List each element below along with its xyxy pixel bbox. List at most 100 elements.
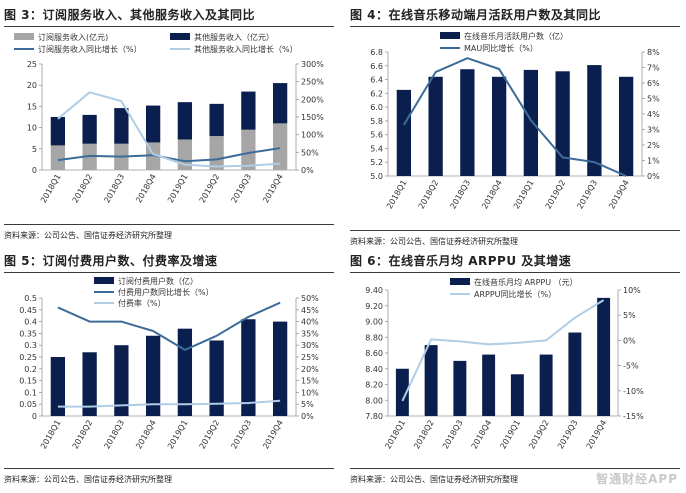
source-note: 资料来源：公司公告、国信证券经济研究所整理: [350, 475, 518, 484]
legend-swatch: [440, 32, 460, 39]
x-tick-label: 2019Q2: [527, 419, 551, 451]
source-divider: [350, 468, 680, 469]
bar-1: [272, 83, 288, 124]
series-line-0: [401, 299, 605, 402]
series-line-0: [57, 147, 281, 163]
legend-label: 其他服务收入同比增长（%）: [194, 44, 298, 54]
chart-fig5: 0 0.05 0.1 0.15 0.2 0.25 0.3 0.35 0.4 0.45 0.5 0% 5%…: [19, 276, 319, 451]
y-tick-label: 6.2: [370, 89, 383, 98]
x-tick-label: 2019Q1: [498, 419, 522, 451]
y-tick-label: 5.2: [370, 158, 383, 167]
y2-tick-label: 200%: [301, 95, 324, 104]
bar-0: [114, 345, 129, 416]
bar-1: [50, 117, 66, 146]
y2-tick-label: -15%: [623, 412, 644, 421]
y2-tick-label: 25%: [301, 353, 319, 362]
y2-tick-label: 0%: [301, 166, 314, 175]
bar-0: [209, 136, 224, 170]
y2-tick-label: 4%: [647, 110, 660, 119]
bar-0: [396, 89, 412, 176]
legend-label: ARPPU同比增长（%）: [474, 289, 556, 299]
y-tick-label: 5.8: [370, 117, 383, 126]
x-tick-label: 2019Q3: [229, 173, 253, 205]
x-tick-label: 2019Q4: [261, 419, 285, 451]
y-tick-label: 0.05: [19, 400, 37, 409]
legend-swatch: [450, 278, 470, 285]
x-tick-label: 2018Q3: [448, 179, 472, 211]
y-tick-label: 9.40: [365, 286, 383, 295]
x-tick-label: 2019Q2: [198, 419, 222, 451]
x-tick-label: 2018Q1: [383, 419, 407, 451]
panel-fig5: 图 5：订阅付费用户数、付费率及增速 0 0.05 0.1 0.15 0.2 0.25 0.…: [4, 250, 334, 490]
y-tick-label: 9.20: [365, 302, 383, 311]
bar-0: [523, 69, 539, 176]
source-divider: [4, 468, 334, 469]
y-tick-label: 0: [32, 412, 37, 421]
bar-0: [597, 297, 611, 416]
x-tick-label: 2019Q3: [575, 179, 599, 211]
y2-tick-label: 250%: [301, 78, 324, 87]
legend-label: MAU同比增长（%）: [464, 43, 538, 53]
title-divider: [350, 272, 680, 273]
x-tick-label: 2019Q1: [166, 173, 190, 205]
y-tick-label: 20: [27, 81, 37, 90]
y-tick-label: 0.25: [19, 353, 37, 362]
x-tick-label: 2018Q4: [134, 419, 158, 451]
title-divider: [4, 26, 334, 27]
y-tick-label: 0.35: [19, 329, 37, 338]
y-tick-label: 6.4: [370, 76, 383, 85]
title-divider: [4, 272, 334, 273]
y-tick-label: 0.5: [24, 294, 37, 303]
bar-0: [618, 76, 634, 176]
bar-0: [145, 335, 161, 416]
legend-label: 付费率（%）: [118, 298, 166, 308]
y2-tick-label: 300%: [301, 60, 324, 69]
x-tick-label: 2019Q2: [544, 179, 568, 211]
y-tick-label: 0: [32, 166, 37, 175]
bar-0: [424, 345, 438, 416]
y-tick-label: 6.0: [370, 103, 383, 112]
series-line-0: [57, 301, 281, 351]
y2-tick-label: 2%: [647, 141, 660, 150]
y2-tick-label: 5%: [647, 95, 660, 104]
y-tick-label: 0.1: [24, 388, 37, 397]
legend-swatch: [94, 277, 114, 284]
bar-0: [177, 139, 193, 170]
y2-tick-label: -5%: [623, 362, 639, 371]
bar-0: [209, 340, 224, 416]
x-tick-label: 2019Q3: [556, 419, 580, 451]
bar-0: [510, 374, 524, 416]
y2-tick-label: 100%: [301, 131, 324, 140]
bar-0: [82, 352, 97, 416]
bar-0: [460, 69, 475, 176]
x-tick-label: 2018Q1: [39, 419, 63, 451]
panel-fig6: 图 6：在线音乐月均 ARPPU 及其增速 7.80 8.00 8.20 8.40 8.…: [350, 250, 680, 490]
y-tick-label: 0.45: [19, 306, 37, 315]
source-note: 资料来源：公司公告、国信证券经济研究所整理: [350, 237, 518, 246]
y2-tick-label: 10%: [301, 388, 319, 397]
watermark-text: 智通财经APP: [596, 472, 678, 486]
y2-tick-label: 8%: [647, 48, 660, 57]
y-tick-label: 8.60: [365, 349, 383, 358]
y-tick-label: 6.6: [370, 62, 383, 71]
x-tick-label: 2019Q3: [229, 419, 253, 451]
y-tick-label: 25: [27, 60, 37, 69]
bar-0: [395, 368, 409, 416]
panel-title: 图 6：在线音乐月均 ARPPU 及其增速: [350, 254, 572, 268]
chart-fig4: 5.0 5.2 5.4 5.6 5.8 6.0 6.2 6.4 6.6 6.8 0% 1% 2% 3% 4%…: [370, 31, 660, 211]
y2-tick-label: 50%: [301, 294, 319, 303]
y-tick-label: 0.3: [24, 341, 37, 350]
source-divider: [4, 224, 334, 225]
y-tick-label: 9.00: [365, 318, 383, 327]
y2-tick-label: 10%: [623, 286, 641, 295]
y2-tick-label: 7%: [647, 64, 660, 73]
bar-0: [241, 129, 256, 170]
y-tick-label: 10: [27, 124, 37, 133]
y2-tick-label: 5%: [301, 400, 314, 409]
series-line-1: [57, 399, 281, 408]
y-tick-label: 5.4: [370, 144, 383, 153]
y2-tick-label: 20%: [301, 365, 319, 374]
bar-0: [491, 76, 507, 176]
x-tick-label: 2019Q1: [166, 419, 190, 451]
source-note: 资料来源：公司公告、国信证券经济研究所整理: [4, 231, 172, 240]
